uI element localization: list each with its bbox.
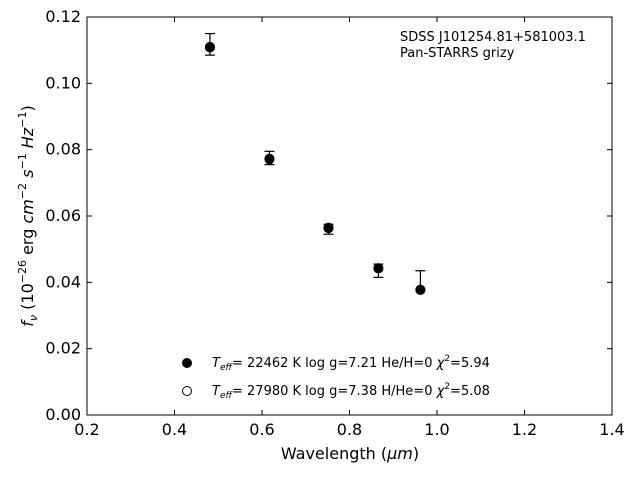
svg-text:fν (10−26 erg cm−2 s−1 Hz−1): fν (10−26 erg cm−2 s−1 Hz−1) [16, 105, 40, 326]
plot-frame [86, 16, 613, 416]
y-axis-label: fν (10−26 erg cm−2 s−1 Hz−1) [16, 105, 40, 326]
y-tick-label: 0.08 [45, 140, 81, 159]
y-tick-label: 0.06 [45, 206, 81, 225]
x-axis-label: Wavelength (μm) [281, 444, 419, 463]
x-tick-label: 1.0 [424, 420, 449, 439]
x-tick-label: 0.6 [249, 420, 274, 439]
annotation-line-1: SDSS J101254.81+581003.1 [400, 30, 586, 45]
model-point-filled [204, 41, 215, 52]
model-point-filled [415, 284, 426, 295]
model-point-filled [264, 153, 275, 164]
legend-label-1: Teff= 22462 K log g=7.21 He/H=0 χ2=5.94 [212, 354, 490, 373]
legend-marker-filled [182, 358, 192, 368]
model-point-filled [323, 222, 334, 233]
plot-area: 0.2 0.4 0.6 0.8 1.0 1.2 1.4 0.00 0.02 0.04 0.06 0.0… [45, 7, 624, 439]
legend-label-2: Teff= 27980 K log g=7.38 H/He=0 χ2=5.08 [212, 382, 490, 401]
y-tick-label: 0.12 [45, 7, 81, 26]
x-tick-label: 1.4 [599, 420, 624, 439]
x-tick-label: 0.8 [337, 420, 362, 439]
y-tick-label: 0.02 [45, 339, 81, 358]
legend: Teff= 22462 K log g=7.21 He/H=0 χ2=5.94 … [182, 354, 490, 401]
y-tick-label: 0.10 [45, 73, 81, 92]
model-point-filled [373, 263, 384, 274]
annotation-line-2: Pan-STARRS grizy [400, 46, 515, 61]
legend-marker-open [182, 386, 192, 396]
x-tick-label: 0.2 [74, 420, 99, 439]
y-tick-label: 0.04 [45, 272, 81, 291]
y-tick-label: 0.00 [45, 405, 81, 424]
x-tick-label: 1.2 [512, 420, 537, 439]
x-tick-label: 0.4 [162, 420, 187, 439]
